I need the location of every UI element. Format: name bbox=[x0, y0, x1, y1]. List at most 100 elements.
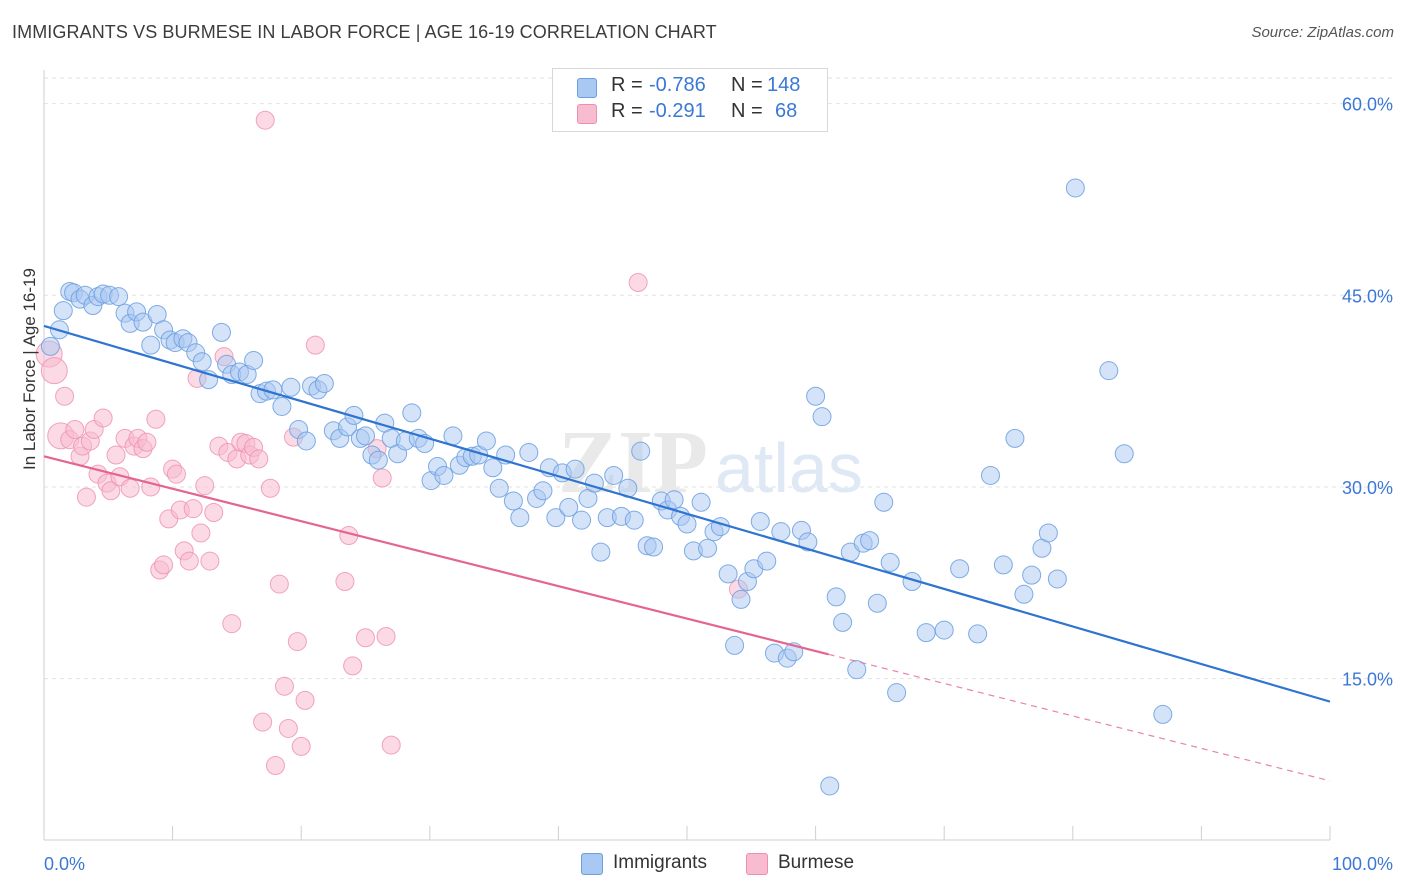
burmese-point bbox=[305, 335, 325, 355]
immigrants-point bbox=[677, 514, 697, 534]
burmese-point bbox=[40, 357, 68, 385]
immigrants-point bbox=[356, 426, 375, 446]
immigrants-point bbox=[934, 620, 954, 640]
legend-n-value: 148 bbox=[767, 74, 801, 96]
immigrants-point bbox=[281, 377, 301, 397]
immigrants-point bbox=[503, 491, 523, 511]
immigrants-point bbox=[993, 555, 1013, 575]
immigrants-point bbox=[591, 542, 611, 562]
immigrants-point bbox=[860, 531, 880, 551]
immigrants-point bbox=[1047, 569, 1067, 589]
immigrants-point bbox=[820, 776, 840, 796]
immigrants-point bbox=[806, 386, 826, 406]
axes bbox=[43, 70, 1331, 841]
burmese-point bbox=[249, 449, 269, 469]
x-tick-label: 0.0% bbox=[44, 854, 85, 874]
legend-r-label: R = bbox=[611, 74, 643, 96]
immigrants-point bbox=[624, 510, 644, 530]
immigrants-point bbox=[631, 441, 651, 461]
correlation-legend: R = -0.786 N = 148 R = -0.291 N = 68 bbox=[552, 68, 828, 132]
burmese-point bbox=[356, 628, 375, 648]
burmese-point bbox=[265, 756, 285, 776]
burmese-point bbox=[195, 476, 215, 496]
burmese-point bbox=[343, 656, 363, 676]
immigrants-point bbox=[731, 589, 751, 609]
burmese-point bbox=[628, 273, 648, 293]
y-tick-label: 15.0% bbox=[1342, 670, 1393, 690]
immigrants-point bbox=[644, 537, 664, 557]
burmese-point bbox=[179, 551, 199, 571]
immigrants-point bbox=[510, 508, 530, 528]
legend-r-label: R = bbox=[611, 100, 643, 122]
immigrants-point bbox=[710, 517, 730, 537]
immigrants-point bbox=[211, 322, 231, 342]
watermark-atlas: atlas bbox=[715, 429, 863, 507]
burmese-point bbox=[93, 408, 113, 428]
immigrants-point bbox=[483, 458, 503, 478]
legend-r-value: -0.786 bbox=[649, 74, 706, 96]
immigrants-point bbox=[476, 431, 496, 451]
immigrants-point bbox=[443, 426, 463, 446]
legend-r-value: -0.291 bbox=[649, 100, 706, 122]
burmese-point bbox=[295, 690, 315, 710]
immigrants-point bbox=[887, 683, 907, 703]
immigrants-point bbox=[812, 407, 832, 427]
y-tick-label: 45.0% bbox=[1342, 286, 1393, 306]
immigrants-trend-line bbox=[43, 324, 1331, 703]
immigrants-point bbox=[40, 336, 60, 356]
immigrants-point bbox=[1038, 523, 1058, 543]
burmese-point bbox=[120, 478, 140, 498]
immigrants-point bbox=[1014, 584, 1034, 604]
immigrants-point bbox=[533, 481, 553, 501]
burmese-point bbox=[372, 468, 392, 488]
immigrants-point bbox=[798, 532, 818, 552]
immigrants-point bbox=[296, 431, 316, 451]
tick-labels: 15.0% 30.0% 45.0% 60.0% 0.0% 100.0% bbox=[44, 95, 1393, 874]
burmese-point bbox=[255, 110, 275, 130]
immigrants-point bbox=[771, 522, 791, 542]
immigrants-point bbox=[1022, 565, 1042, 585]
immigrants-point bbox=[434, 465, 454, 485]
immigrants-point bbox=[109, 287, 129, 307]
immigrants-point bbox=[53, 301, 73, 321]
immigrants-point bbox=[572, 510, 592, 530]
immigrants-point bbox=[141, 335, 161, 355]
burmese-point bbox=[269, 574, 289, 594]
legend-n-label: N = bbox=[731, 100, 763, 122]
bottom-label-burmese: Burmese bbox=[778, 852, 855, 873]
immigrants-point bbox=[916, 623, 936, 643]
immigrants-point bbox=[559, 497, 579, 517]
immigrants-point bbox=[874, 492, 894, 512]
immigrants-point bbox=[519, 442, 539, 462]
immigrants-point bbox=[402, 403, 422, 423]
burmese-point bbox=[76, 487, 96, 507]
immigrants-point bbox=[1065, 178, 1085, 198]
immigrants-point bbox=[691, 492, 711, 512]
immigrants-point bbox=[546, 508, 566, 528]
burmese-trend-line-extension bbox=[828, 653, 1331, 782]
burmese-point bbox=[335, 572, 355, 592]
burmese-point bbox=[376, 626, 396, 646]
immigrants-point bbox=[847, 660, 867, 680]
burmese-point bbox=[287, 632, 307, 652]
burmese-point bbox=[204, 503, 224, 523]
burmese-point bbox=[274, 676, 294, 696]
burmese-point bbox=[191, 523, 211, 543]
legend-swatch-burmese bbox=[577, 104, 597, 124]
burmese-point bbox=[291, 736, 311, 756]
burmese-point bbox=[260, 478, 280, 498]
immigrants-point bbox=[718, 564, 738, 584]
immigrants-point bbox=[314, 373, 334, 393]
burmese-point bbox=[154, 555, 174, 575]
immigrants-point bbox=[272, 396, 292, 416]
immigrants-point bbox=[980, 465, 1000, 485]
immigrants-point bbox=[192, 352, 212, 372]
burmese-point bbox=[137, 432, 157, 452]
burmese-point bbox=[253, 712, 273, 732]
burmese-point bbox=[146, 409, 166, 429]
bottom-label-immigrants: Immigrants bbox=[613, 852, 707, 873]
y-tick-label: 30.0% bbox=[1342, 478, 1393, 498]
immigrants-point bbox=[244, 350, 264, 370]
legend-n-label: N = bbox=[731, 74, 763, 96]
